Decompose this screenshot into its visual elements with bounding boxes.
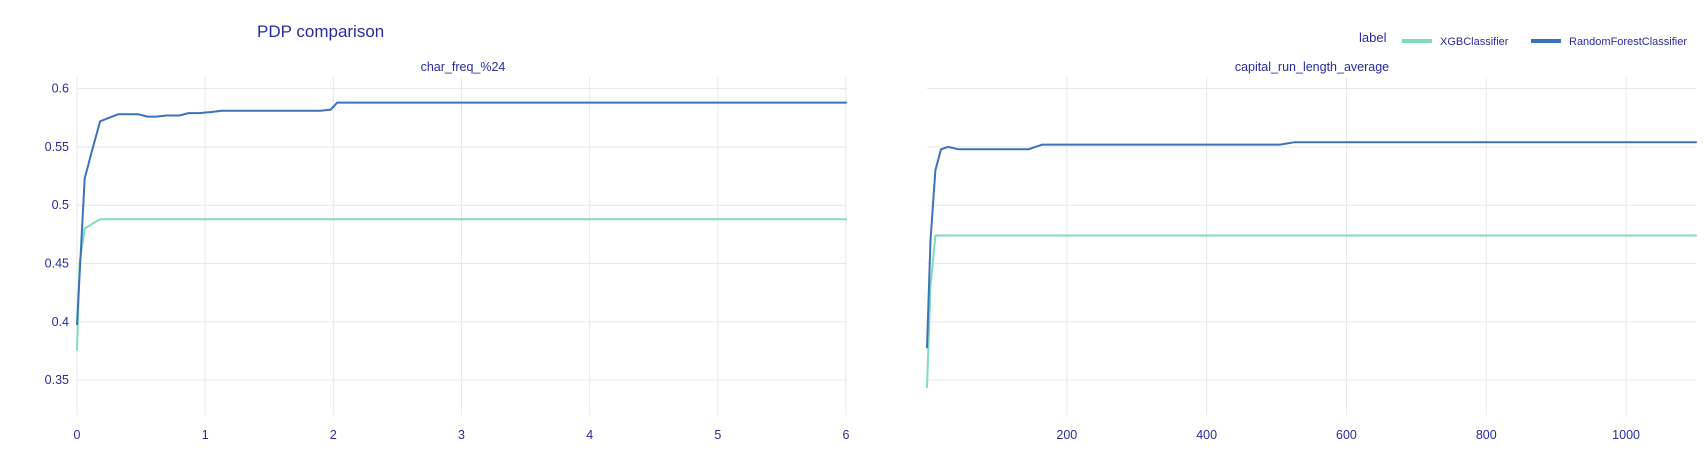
x-tick-label: 1 — [202, 428, 209, 442]
y-tick-label: 0.35 — [45, 373, 69, 387]
legend-label-xgbclassifier[interactable]: XGBClassifier — [1440, 36, 1509, 48]
subplot-title-capital-run-length-average: capital_run_length_average — [1235, 60, 1389, 74]
legend: label XGBClassifier RandomForestClassifi… — [1359, 30, 1687, 48]
x-tick-label: 2 — [330, 428, 337, 442]
y-tick-label: 0.4 — [52, 315, 69, 329]
y-tick-label: 0.55 — [45, 140, 69, 154]
x-tick-label: 1000 — [1612, 428, 1640, 442]
x-tick-label: 0 — [74, 428, 81, 442]
subplot-char-freq: 0 1 2 3 4 5 6 0.35 0.4 0.45 0.5 0.55 0.6 — [45, 77, 850, 442]
subplot-capital-run-length-average: 200 400 600 800 1000 — [926, 77, 1697, 442]
x-tick-label: 800 — [1476, 428, 1497, 442]
series-line-randomforestclassifier[interactable] — [76, 101, 847, 326]
subplot-title-char-freq: char_freq_%24 — [421, 60, 506, 74]
x-tick-label: 600 — [1336, 428, 1357, 442]
chart-title: PDP comparison — [257, 22, 384, 41]
series-line-randomforestclassifier[interactable] — [926, 141, 1697, 349]
series-line-xgbclassifier[interactable] — [926, 234, 1697, 388]
x-tick-label: 6 — [843, 428, 850, 442]
y-tick-label: 0.45 — [45, 256, 69, 270]
x-tick-label: 200 — [1056, 428, 1077, 442]
x-tick-label: 4 — [586, 428, 593, 442]
x-tick-label: 400 — [1196, 428, 1217, 442]
legend-label-randomforestclassifier[interactable]: RandomForestClassifier — [1569, 36, 1687, 48]
x-tick-label: 3 — [458, 428, 465, 442]
y-tick-label: 0.5 — [52, 198, 69, 212]
legend-title: label — [1359, 30, 1387, 45]
x-tick-label: 5 — [714, 428, 721, 442]
y-tick-label: 0.6 — [52, 82, 69, 96]
